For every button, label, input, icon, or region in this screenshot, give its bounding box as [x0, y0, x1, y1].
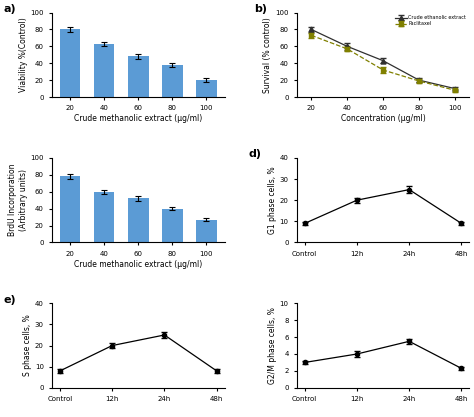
Bar — [94, 44, 115, 97]
Y-axis label: Viability %(Control): Viability %(Control) — [18, 18, 27, 92]
Bar — [162, 65, 182, 97]
Bar — [128, 56, 148, 97]
Legend: Crude ethanolic extract, Paclitaxel: Crude ethanolic extract, Paclitaxel — [394, 15, 467, 27]
X-axis label: Crude methanolic extract (μg/ml): Crude methanolic extract (μg/ml) — [74, 114, 202, 123]
Text: d): d) — [249, 149, 262, 159]
Y-axis label: G1 phase cells, %: G1 phase cells, % — [268, 166, 277, 234]
Bar — [94, 192, 115, 242]
X-axis label: Concentration (μg/ml): Concentration (μg/ml) — [341, 114, 426, 123]
Y-axis label: BrdU Incorporation
(Arbitrary units): BrdU Incorporation (Arbitrary units) — [8, 164, 27, 236]
Bar — [162, 208, 182, 242]
Text: a): a) — [4, 4, 17, 14]
Y-axis label: G2/M phase cells, %: G2/M phase cells, % — [268, 307, 277, 384]
Text: e): e) — [4, 295, 17, 305]
Bar — [60, 176, 81, 242]
Y-axis label: Survival (% control): Survival (% control) — [263, 17, 272, 93]
Y-axis label: S phase cells, %: S phase cells, % — [23, 315, 32, 377]
Text: b): b) — [254, 4, 267, 14]
Bar — [196, 80, 217, 97]
Bar — [196, 220, 217, 242]
Bar — [60, 30, 81, 97]
X-axis label: Crude methanolic extract (μg/ml): Crude methanolic extract (μg/ml) — [74, 259, 202, 269]
Bar — [128, 198, 148, 242]
